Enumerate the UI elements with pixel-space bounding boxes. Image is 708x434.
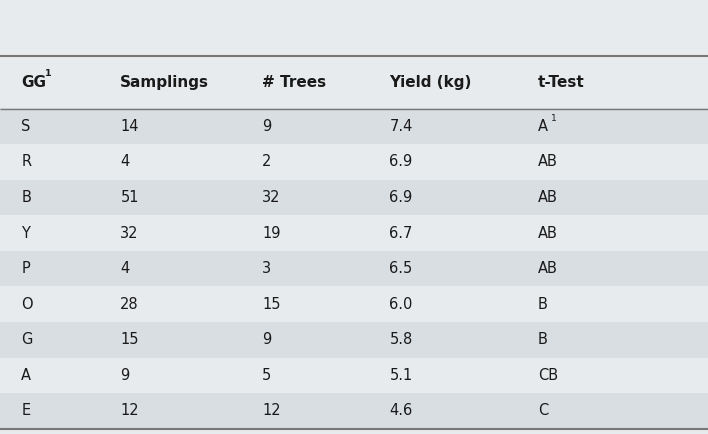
Text: B: B — [538, 297, 548, 312]
Bar — [0, 108, 708, 144]
Text: Y: Y — [21, 226, 30, 240]
Text: 6.9: 6.9 — [389, 155, 413, 169]
Text: 4: 4 — [120, 261, 130, 276]
Text: B: B — [538, 332, 548, 347]
Text: 3: 3 — [262, 261, 271, 276]
Text: GG: GG — [21, 75, 46, 90]
Text: t-Test: t-Test — [538, 75, 585, 90]
Text: 9: 9 — [262, 332, 271, 347]
Bar — [0, 322, 708, 358]
Text: CB: CB — [538, 368, 558, 383]
Text: 4.6: 4.6 — [389, 404, 413, 418]
Text: 12: 12 — [262, 404, 280, 418]
Bar — [0, 180, 708, 215]
Bar — [0, 358, 708, 393]
Text: Samplings: Samplings — [120, 75, 210, 90]
Bar — [0, 144, 708, 180]
Bar — [0, 215, 708, 251]
Text: 6.5: 6.5 — [389, 261, 413, 276]
Text: 15: 15 — [120, 332, 139, 347]
Text: R: R — [21, 155, 31, 169]
Text: A: A — [21, 368, 31, 383]
Text: 6.9: 6.9 — [389, 190, 413, 205]
Text: 51: 51 — [120, 190, 139, 205]
Text: 12: 12 — [120, 404, 139, 418]
Text: # Trees: # Trees — [262, 75, 326, 90]
Text: 1: 1 — [551, 114, 556, 123]
Text: 5.1: 5.1 — [389, 368, 413, 383]
Text: 14: 14 — [120, 119, 139, 134]
Text: 2: 2 — [262, 155, 271, 169]
Text: 9: 9 — [120, 368, 130, 383]
Text: Yield (kg): Yield (kg) — [389, 75, 472, 90]
Text: 9: 9 — [262, 119, 271, 134]
Text: 32: 32 — [120, 226, 139, 240]
Text: 4: 4 — [120, 155, 130, 169]
Text: 5.8: 5.8 — [389, 332, 413, 347]
Text: P: P — [21, 261, 30, 276]
Text: AB: AB — [538, 226, 558, 240]
Text: C: C — [538, 404, 548, 418]
Text: AB: AB — [538, 261, 558, 276]
Text: G: G — [21, 332, 33, 347]
Text: 32: 32 — [262, 190, 280, 205]
Bar — [0, 286, 708, 322]
Bar — [0, 393, 708, 429]
Text: B: B — [21, 190, 31, 205]
Text: 6.0: 6.0 — [389, 297, 413, 312]
Text: S: S — [21, 119, 30, 134]
Text: O: O — [21, 297, 33, 312]
Text: AB: AB — [538, 190, 558, 205]
Text: 6.7: 6.7 — [389, 226, 413, 240]
Text: A: A — [538, 119, 548, 134]
Bar — [0, 251, 708, 286]
Text: AB: AB — [538, 155, 558, 169]
Text: 5: 5 — [262, 368, 271, 383]
Text: E: E — [21, 404, 30, 418]
Text: 7.4: 7.4 — [389, 119, 413, 134]
Text: 1: 1 — [45, 69, 51, 78]
Text: 28: 28 — [120, 297, 139, 312]
Text: 15: 15 — [262, 297, 280, 312]
Text: 19: 19 — [262, 226, 280, 240]
